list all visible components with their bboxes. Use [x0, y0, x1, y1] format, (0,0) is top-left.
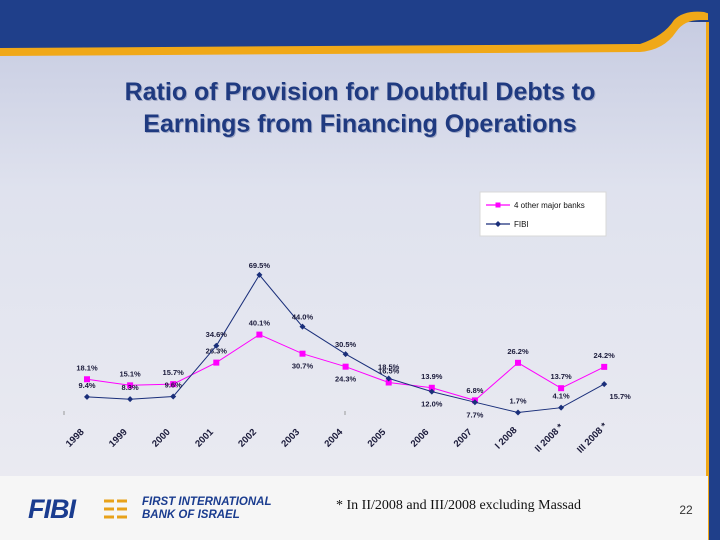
data-label-fibi-10: 1.7% [509, 397, 526, 406]
data-label-other-banks-12: 24.2% [594, 351, 616, 360]
point-fibi-11 [558, 404, 565, 411]
x-tick-label-10: I 2008 [493, 425, 519, 451]
logo-mark-icon [104, 499, 127, 519]
point-other-banks-4 [256, 331, 263, 338]
x-tick-label-8: 2006 [409, 427, 432, 450]
data-label-other-banks-2: 15.7% [163, 368, 185, 377]
point-fibi-5 [299, 323, 306, 330]
legend-label-fibi: FIBI [514, 220, 529, 229]
x-tick-label-1: 1999 [107, 427, 130, 450]
slide-title-line-2: Earnings from Financing Operations [143, 110, 577, 138]
point-other-banks-1 [127, 382, 134, 389]
top-frame-accent [0, 11, 712, 56]
x-tick-label-11: II 2008 * [533, 422, 566, 455]
point-other-banks-10 [515, 359, 521, 366]
x-tick-label-3: 2001 [193, 426, 216, 449]
point-fibi-7 [385, 375, 392, 382]
data-label-fibi-5: 44.0% [292, 313, 314, 322]
data-label-other-banks-9: 7.7% [466, 410, 483, 419]
chart-legend: 4 other major banks FIBI [479, 191, 607, 237]
data-label-fibi-4: 69.5% [249, 261, 271, 270]
data-label-other-banks-10: 26.2% [507, 347, 529, 356]
data-label-other-banks-7: 16.5% [378, 367, 400, 376]
point-fibi-2 [170, 393, 177, 400]
legend-marker-fibi [495, 221, 501, 227]
point-other-banks-7 [385, 379, 392, 386]
legend-label-other-banks: 4 other major banks [514, 201, 585, 210]
point-fibi-8 [428, 388, 435, 395]
x-tick-label-12: III 2008 * [575, 421, 610, 456]
point-fibi-1 [127, 396, 134, 403]
right-frame-band [708, 0, 720, 540]
data-label-other-banks-4: 40.1% [249, 319, 271, 328]
data-label-fibi-2: 9.6% [165, 381, 182, 390]
series-fibi: 9.4% 8.3% 9.6% 34.6% 69.5% 44.0% 30.5% 18.5% 12.… [78, 261, 631, 416]
top-frame-band [0, 0, 720, 52]
data-label-fibi-6: 30.5% [335, 340, 357, 349]
point-other-banks-11 [558, 385, 565, 392]
data-label-other-banks-3: 26.3% [206, 347, 228, 356]
point-fibi-10 [515, 409, 521, 416]
point-other-banks-3 [213, 359, 220, 366]
x-tick-label-7: 2005 [366, 426, 389, 449]
data-label-fibi-8: 12.0% [421, 400, 443, 409]
legend-marker-other-banks [495, 202, 501, 208]
point-fibi-3 [213, 342, 220, 349]
data-label-fibi-1: 8.3% [122, 383, 139, 392]
fibi-logo: FIBI FIRST INTERNATIONAL BANK OF ISRAEL [28, 494, 288, 524]
slide-title-line-1: Ratio of Provision for Doubtful Debts to [124, 78, 596, 106]
point-other-banks-8 [428, 384, 435, 391]
data-label-fibi-9: 6.8% [466, 386, 483, 395]
point-other-banks-2 [170, 381, 177, 388]
point-other-banks-5 [299, 350, 306, 357]
point-other-banks-12 [601, 363, 608, 370]
logo-bank-name: FIRST INTERNATIONAL BANK OF ISRAEL [142, 496, 271, 522]
point-other-banks-6 [342, 363, 349, 370]
x-tick-label-6: 2004 [322, 426, 345, 449]
legend-box [479, 191, 607, 237]
point-other-banks-0 [84, 376, 90, 383]
data-label-fibi-7: 18.5% [378, 362, 400, 371]
data-label-fibi-11: 4.1% [553, 392, 570, 401]
data-label-other-banks-0: 18.1% [76, 363, 98, 372]
x-tick-label-0: 1998 [64, 427, 87, 450]
slide-title: Ratio of Provision for Doubtful Debts to… [20, 76, 700, 140]
x-tick-label-9: 2007 [452, 427, 475, 450]
point-fibi-6 [342, 351, 349, 358]
data-label-other-banks-11: 13.7% [550, 372, 572, 381]
series-other-banks: 18.1% 15.1% 15.7% 26.3% 40.1% 30.7% 24.3% 16.5%… [76, 319, 615, 420]
logo-line-2: BANK OF ISRAEL [142, 509, 240, 521]
data-label-fibi-3: 34.6% [206, 330, 228, 339]
data-label-other-banks-8: 13.9% [421, 372, 443, 381]
logo-wordmark: FIBI [28, 494, 76, 524]
data-label-other-banks-5: 30.7% [292, 362, 314, 371]
page-number: 22 [679, 503, 693, 517]
footnote: * In II/2008 and III/2008 excluding Mass… [336, 498, 581, 513]
data-label-fibi-0: 9.4% [78, 381, 95, 390]
x-tick-label-5: 2003 [279, 427, 302, 450]
point-fibi-12 [601, 381, 608, 388]
point-fibi-0 [84, 393, 90, 400]
x-tick-label-4: 2002 [236, 427, 259, 450]
data-label-fibi-12: 15.7% [610, 392, 632, 401]
x-tick-label-2: 2000 [150, 427, 173, 450]
point-fibi-9 [471, 399, 478, 406]
data-label-other-banks-6: 24.3% [335, 375, 357, 384]
data-label-other-banks-1: 15.1% [119, 369, 141, 378]
logo-line-1: FIRST INTERNATIONAL [142, 496, 272, 508]
point-fibi-4 [256, 271, 263, 278]
